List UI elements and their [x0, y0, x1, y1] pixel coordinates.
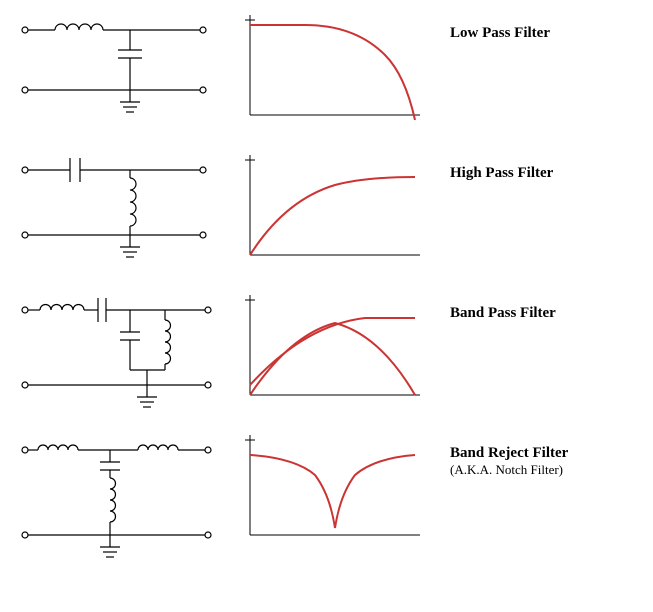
chart-bandreject [245, 430, 425, 540]
title-highpass: High Pass Filter [450, 165, 553, 182]
row-bandpass: Band Pass Filter [10, 290, 643, 410]
curve-bandpass-2 [250, 318, 415, 385]
title-lowpass: Low Pass Filter [450, 25, 550, 42]
label-lowpass: Low Pass Filter [450, 10, 550, 42]
label-bandreject: Band Reject Filter (A.K.A. Notch Filter) [450, 430, 568, 478]
label-bandpass: Band Pass Filter [450, 290, 556, 322]
circuit-bandpass [10, 290, 220, 410]
circuit-highpass [10, 150, 220, 270]
chart-lowpass [245, 10, 425, 120]
circuit-lowpass [10, 10, 220, 130]
title-bandreject: Band Reject Filter [450, 445, 568, 462]
circuit-bandreject [10, 430, 220, 550]
row-highpass: High Pass Filter [10, 150, 643, 270]
curve-bandpass [250, 323, 415, 395]
chart-bandpass [245, 290, 425, 400]
row-bandreject: Band Reject Filter (A.K.A. Notch Filter) [10, 430, 643, 550]
title-bandpass: Band Pass Filter [450, 305, 556, 322]
row-lowpass: Low Pass Filter [10, 10, 643, 130]
chart-highpass [245, 150, 425, 260]
curve-highpass [250, 177, 415, 255]
curve-bandreject [250, 455, 415, 528]
label-highpass: High Pass Filter [450, 150, 553, 182]
subtitle-bandreject: (A.K.A. Notch Filter) [450, 462, 568, 478]
curve-lowpass [250, 25, 415, 120]
